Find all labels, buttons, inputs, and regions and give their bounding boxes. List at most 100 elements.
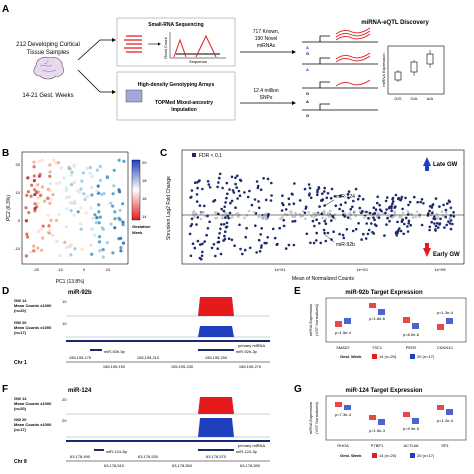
pca-point <box>118 208 122 212</box>
ma-point <box>407 219 411 223</box>
pca-point <box>88 165 92 170</box>
mir92b-label: miR-92b <box>336 242 355 248</box>
pca-point <box>111 251 115 255</box>
ma-point <box>449 227 453 231</box>
ma-point <box>212 200 215 203</box>
ma-point <box>250 203 254 207</box>
gw20-counts-label: Mean Counts x1000 <box>14 422 52 427</box>
pvalue: p=1.5e-3 <box>369 428 386 433</box>
ma-point <box>308 192 311 195</box>
ma-point <box>326 231 330 235</box>
arrow-to-seq <box>77 39 112 61</box>
ma-point <box>321 216 324 220</box>
pca-point <box>37 159 41 163</box>
ma-point <box>376 201 379 205</box>
ma-point <box>414 215 418 219</box>
ma-point <box>361 209 364 213</box>
ma-point <box>231 214 235 217</box>
ma-point <box>360 238 363 241</box>
ma-point <box>245 226 248 230</box>
pca-point <box>70 183 74 187</box>
ma-point <box>365 222 369 225</box>
ma-point <box>210 246 214 250</box>
gw14-label: GW 14 <box>14 298 27 303</box>
gene-label: SMAD7 <box>336 345 351 350</box>
pca-point <box>98 215 102 219</box>
pca-point <box>73 247 77 251</box>
ma-point <box>226 192 229 196</box>
ma-point <box>346 216 350 219</box>
ma-point <box>358 206 362 210</box>
pca-point <box>40 158 45 162</box>
ma-point <box>194 213 198 216</box>
pca-ylabel: PC2 (6.3%) <box>6 195 12 221</box>
pca-point <box>32 174 36 178</box>
pca-point <box>98 249 102 253</box>
ma-point <box>329 196 333 200</box>
pca-point <box>112 184 116 188</box>
legend-swatch-20 <box>410 453 415 458</box>
pca-ytick: -10 <box>14 246 21 251</box>
ma-point <box>293 211 297 215</box>
panel-f: F miR-124 GW 14 Mean Counts x1000 (n=20)… <box>2 384 270 468</box>
ma-point <box>320 199 324 202</box>
ma-point <box>218 172 222 176</box>
ma-point <box>346 192 350 196</box>
expr-ylabel: miRNA Expression <box>381 53 386 86</box>
legend-20: 20 (n=17) <box>417 354 435 359</box>
pca-point <box>79 187 83 191</box>
ma-point <box>436 226 440 229</box>
pca-point <box>117 216 121 220</box>
ma-point <box>404 216 408 220</box>
ma-point <box>428 228 431 232</box>
ma-point <box>222 209 226 213</box>
target-ylabel: (VST Normalized) <box>314 401 319 433</box>
pca-point <box>94 221 98 225</box>
ma-point <box>206 180 210 183</box>
ma-point <box>224 226 228 229</box>
pca-point <box>121 241 126 245</box>
pvalue: p=1.6e-6 <box>369 316 386 321</box>
ma-point <box>193 181 197 184</box>
ma-point <box>402 232 406 236</box>
ma-point <box>270 194 273 197</box>
target-boxes <box>335 402 453 425</box>
pca-point <box>24 219 28 223</box>
pca-point <box>30 183 34 187</box>
ma-point <box>224 211 227 215</box>
pca-point <box>69 173 73 177</box>
pca-point <box>69 209 73 213</box>
seq-xlabel: Sequence <box>189 59 208 64</box>
ma-point <box>372 206 376 209</box>
gw14-read-peak <box>198 297 234 316</box>
ma-point <box>258 250 262 253</box>
ma-point <box>283 212 287 216</box>
ma-point <box>442 203 445 207</box>
ma-point <box>236 197 239 200</box>
pca-point <box>37 190 41 194</box>
ma-point <box>216 247 219 250</box>
ma-point <box>190 189 194 192</box>
ma-point <box>292 202 296 205</box>
seq-title: Small-RNA Sequencing <box>148 22 203 28</box>
ma-point <box>229 201 232 205</box>
ma-point <box>217 212 220 216</box>
pca-point <box>97 210 101 214</box>
pca-point <box>59 166 63 170</box>
ma-point <box>328 209 332 213</box>
ma-point <box>449 219 453 222</box>
gw14-read-peak <box>198 397 234 414</box>
ma-point <box>222 239 225 242</box>
ma-point <box>438 205 441 208</box>
ma-point <box>383 234 386 237</box>
ma-point <box>354 187 358 191</box>
mirnas-label: miRNAs <box>257 43 276 49</box>
target-plot-area <box>325 395 467 441</box>
ma-point <box>407 221 411 225</box>
colorbar-title: Week <box>132 230 143 235</box>
pca-point <box>32 179 37 183</box>
pca-point <box>69 243 73 247</box>
ma-xlabel: Mean of Normalized Counts <box>292 276 354 282</box>
target-ylabel: mRNA Expression <box>308 402 313 434</box>
pca-point <box>36 183 40 187</box>
